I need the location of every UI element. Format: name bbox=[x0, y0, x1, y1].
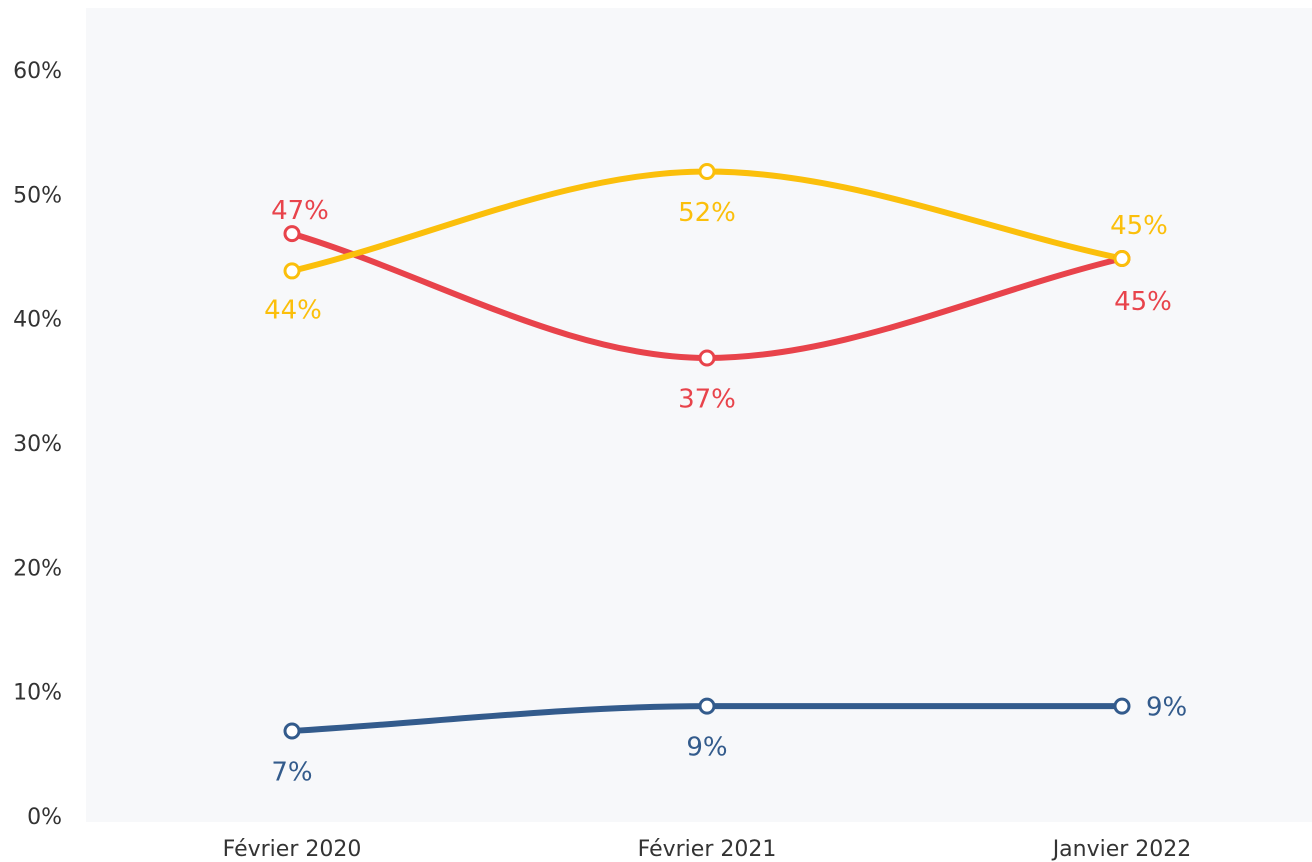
y-tick-label: 40% bbox=[13, 308, 62, 333]
data-label: 9% bbox=[686, 733, 727, 763]
x-tick-label: Janvier 2022 bbox=[1051, 837, 1192, 862]
y-tick-label: 0% bbox=[27, 805, 62, 830]
data-point bbox=[283, 262, 301, 280]
data-label: 9% bbox=[1146, 693, 1187, 723]
data-label: 52% bbox=[678, 198, 736, 228]
data-point bbox=[698, 697, 716, 715]
data-label: 47% bbox=[271, 196, 329, 226]
data-point bbox=[698, 162, 716, 180]
data-point bbox=[1113, 697, 1131, 715]
y-tick-label: 50% bbox=[13, 183, 62, 208]
data-label: 37% bbox=[678, 384, 736, 414]
y-axis: 0% 10% 20% 30% 40% 50% 60% bbox=[13, 59, 62, 830]
data-point bbox=[283, 225, 301, 243]
data-label: 44% bbox=[264, 295, 322, 325]
y-tick-label: 30% bbox=[13, 432, 62, 457]
series-points bbox=[283, 162, 1131, 740]
y-tick-label: 60% bbox=[13, 59, 62, 84]
data-label: 45% bbox=[1110, 211, 1168, 241]
plot-background bbox=[86, 8, 1312, 822]
data-label: 7% bbox=[271, 757, 312, 787]
x-tick-label: Février 2021 bbox=[638, 837, 777, 862]
data-point bbox=[1113, 250, 1131, 267]
data-labels: 47% 37% 45% 44% 52% 45% 7% 9% 9% bbox=[264, 196, 1187, 787]
x-axis: Février 2020 Février 2021 Janvier 2022 bbox=[223, 837, 1192, 862]
x-tick-label: Février 2020 bbox=[223, 837, 362, 862]
y-tick-label: 10% bbox=[13, 681, 62, 706]
data-label: 45% bbox=[1114, 287, 1172, 317]
data-point bbox=[698, 349, 716, 367]
y-tick-label: 20% bbox=[13, 556, 62, 581]
data-point bbox=[283, 722, 301, 740]
